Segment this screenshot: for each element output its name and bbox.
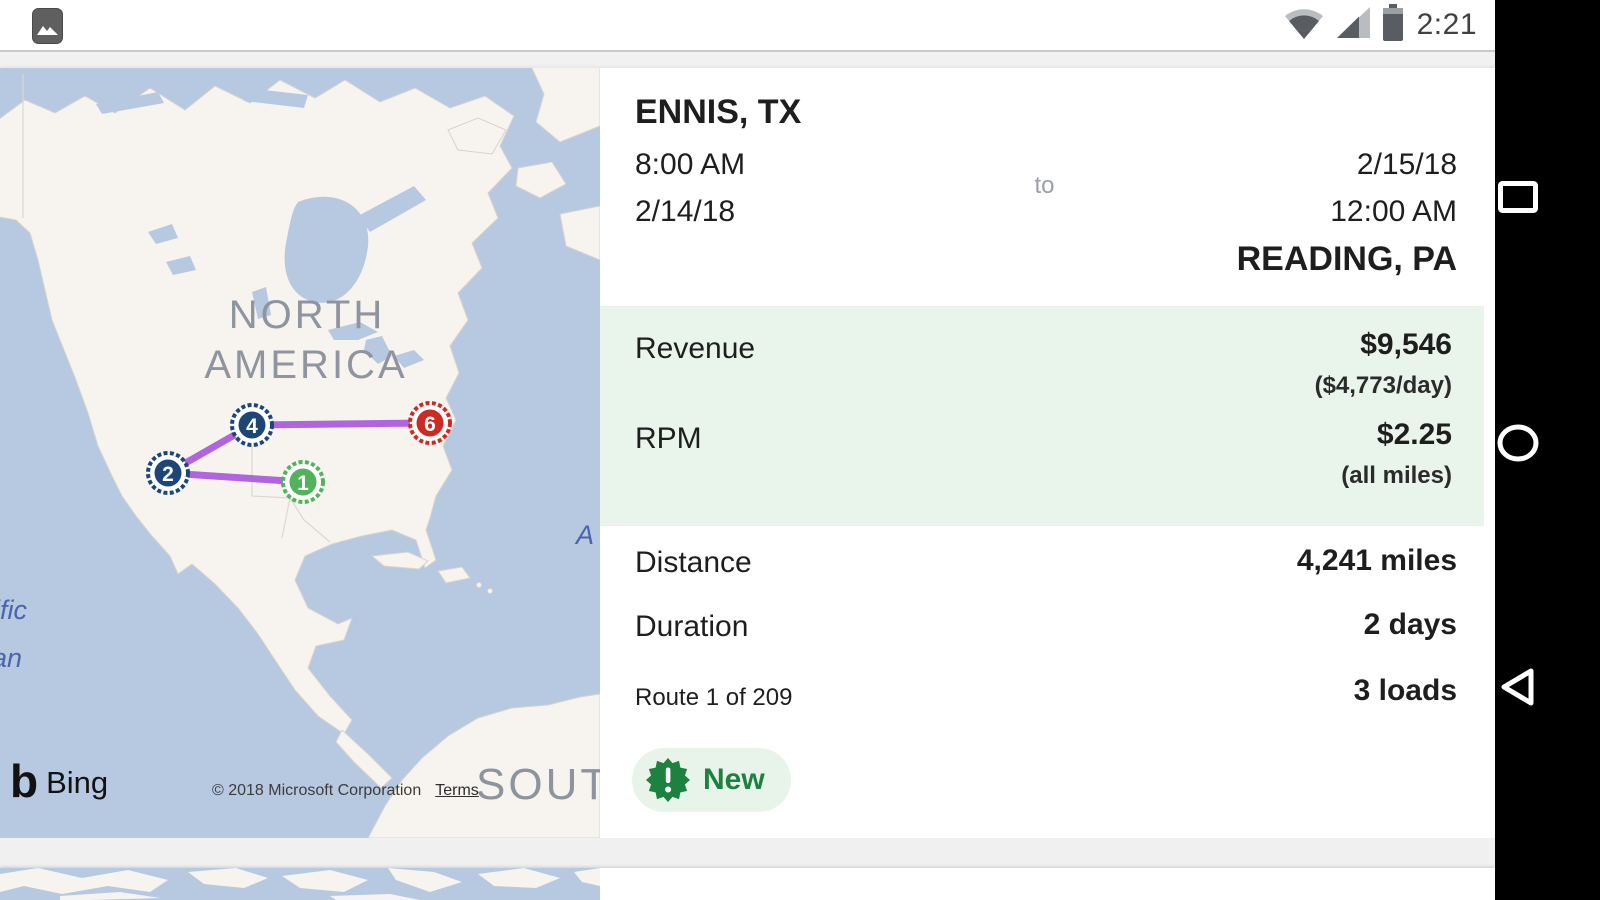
south-america-label-partial: SOUT bbox=[476, 760, 600, 809]
square-icon bbox=[1498, 181, 1538, 213]
circle-icon bbox=[1497, 424, 1539, 462]
rpm-value: $2.25 bbox=[1376, 418, 1452, 451]
map-marker-6: 6 bbox=[408, 401, 452, 445]
map-marker-4: 4 bbox=[230, 403, 274, 447]
rpm-note: (all miles) bbox=[1341, 462, 1452, 489]
battery-icon bbox=[1381, 3, 1405, 47]
bing-logo[interactable]: b Bing bbox=[10, 755, 109, 807]
bing-label: Bing bbox=[46, 765, 109, 800]
status-bar: 2:21 bbox=[0, 0, 1495, 52]
to-label: to bbox=[1034, 172, 1055, 199]
wifi-icon bbox=[1283, 5, 1325, 46]
origin-city: ENNIS, TX bbox=[635, 93, 802, 131]
next-route-map-partial bbox=[0, 868, 600, 900]
new-badge-label: New bbox=[703, 763, 765, 796]
map-marker-1: 1 bbox=[281, 460, 325, 504]
rpm-label: RPM bbox=[635, 422, 702, 455]
back-button[interactable] bbox=[1497, 666, 1539, 708]
map-copyright: © 2018 Microsoft Corporation bbox=[212, 782, 422, 799]
duration-value: 2 days bbox=[1363, 608, 1457, 641]
map-region-label-line1: NORTH bbox=[229, 293, 385, 337]
revenue-label: Revenue bbox=[635, 332, 756, 365]
ocean-label-partial-2: an bbox=[0, 643, 23, 673]
map-attribution: © 2018 Microsoft Corporation Terms bbox=[212, 782, 479, 800]
next-map-land bbox=[0, 868, 600, 900]
next-route-card-partial[interactable] bbox=[0, 868, 1495, 900]
map-region-label-line2: AMERICA bbox=[204, 343, 407, 387]
status-bar-shadow-gap bbox=[0, 52, 1495, 68]
route-result-card[interactable]: NORTH AMERICA 2 4 1 bbox=[0, 68, 1495, 838]
svg-text:1: 1 bbox=[297, 472, 309, 495]
revenue-highlight-band: Revenue $9,546 ($4,773/day) RPM $2.25 (a… bbox=[600, 306, 1484, 526]
distance-value: 4,241 miles bbox=[1296, 544, 1457, 577]
svg-text:6: 6 bbox=[424, 413, 436, 436]
origin-date: 2/14/18 bbox=[635, 195, 736, 228]
duration-label: Duration bbox=[635, 610, 749, 643]
new-badge: New bbox=[632, 748, 791, 812]
recents-button[interactable] bbox=[1497, 176, 1539, 218]
map-marker-2: 2 bbox=[146, 451, 190, 495]
home-button[interactable] bbox=[1497, 422, 1539, 464]
revenue-value: $9,546 bbox=[1360, 328, 1452, 361]
android-nav-bar bbox=[1495, 0, 1600, 900]
origin-time: 8:00 AM bbox=[635, 148, 746, 181]
triangle-left-icon bbox=[1500, 667, 1536, 707]
destination-city: READING, PA bbox=[1236, 240, 1457, 278]
bing-b-icon: b bbox=[10, 755, 39, 807]
status-bar-time: 2:21 bbox=[1416, 8, 1477, 41]
status-bar-right: 2:21 bbox=[1283, 3, 1477, 47]
route-detail-panel: ENNIS, TX 8:00 AM 2/14/18 to 2/15/18 12:… bbox=[600, 68, 1489, 838]
atlantic-label-partial: A bbox=[576, 520, 595, 550]
terms-link[interactable]: Terms bbox=[435, 782, 479, 799]
destination-time: 12:00 AM bbox=[1330, 195, 1457, 228]
route-count-label: Route 1 of 209 bbox=[635, 684, 793, 711]
loads-value: 3 loads bbox=[1353, 674, 1457, 707]
card-separator bbox=[0, 838, 1495, 868]
route-map[interactable]: NORTH AMERICA 2 4 1 bbox=[0, 68, 600, 838]
destination-date: 2/15/18 bbox=[1356, 148, 1457, 181]
map-inland-water bbox=[96, 88, 426, 368]
revenue-note: ($4,773/day) bbox=[1314, 372, 1452, 399]
cell-signal-icon bbox=[1334, 5, 1372, 46]
ocean-label-partial-1: ific bbox=[0, 595, 27, 625]
burst-exclamation-icon bbox=[646, 758, 690, 802]
svg-text:2: 2 bbox=[162, 463, 174, 486]
svg-text:4: 4 bbox=[246, 415, 258, 438]
distance-label: Distance bbox=[635, 546, 752, 579]
screenshot-thumbnail-icon bbox=[32, 8, 63, 49]
